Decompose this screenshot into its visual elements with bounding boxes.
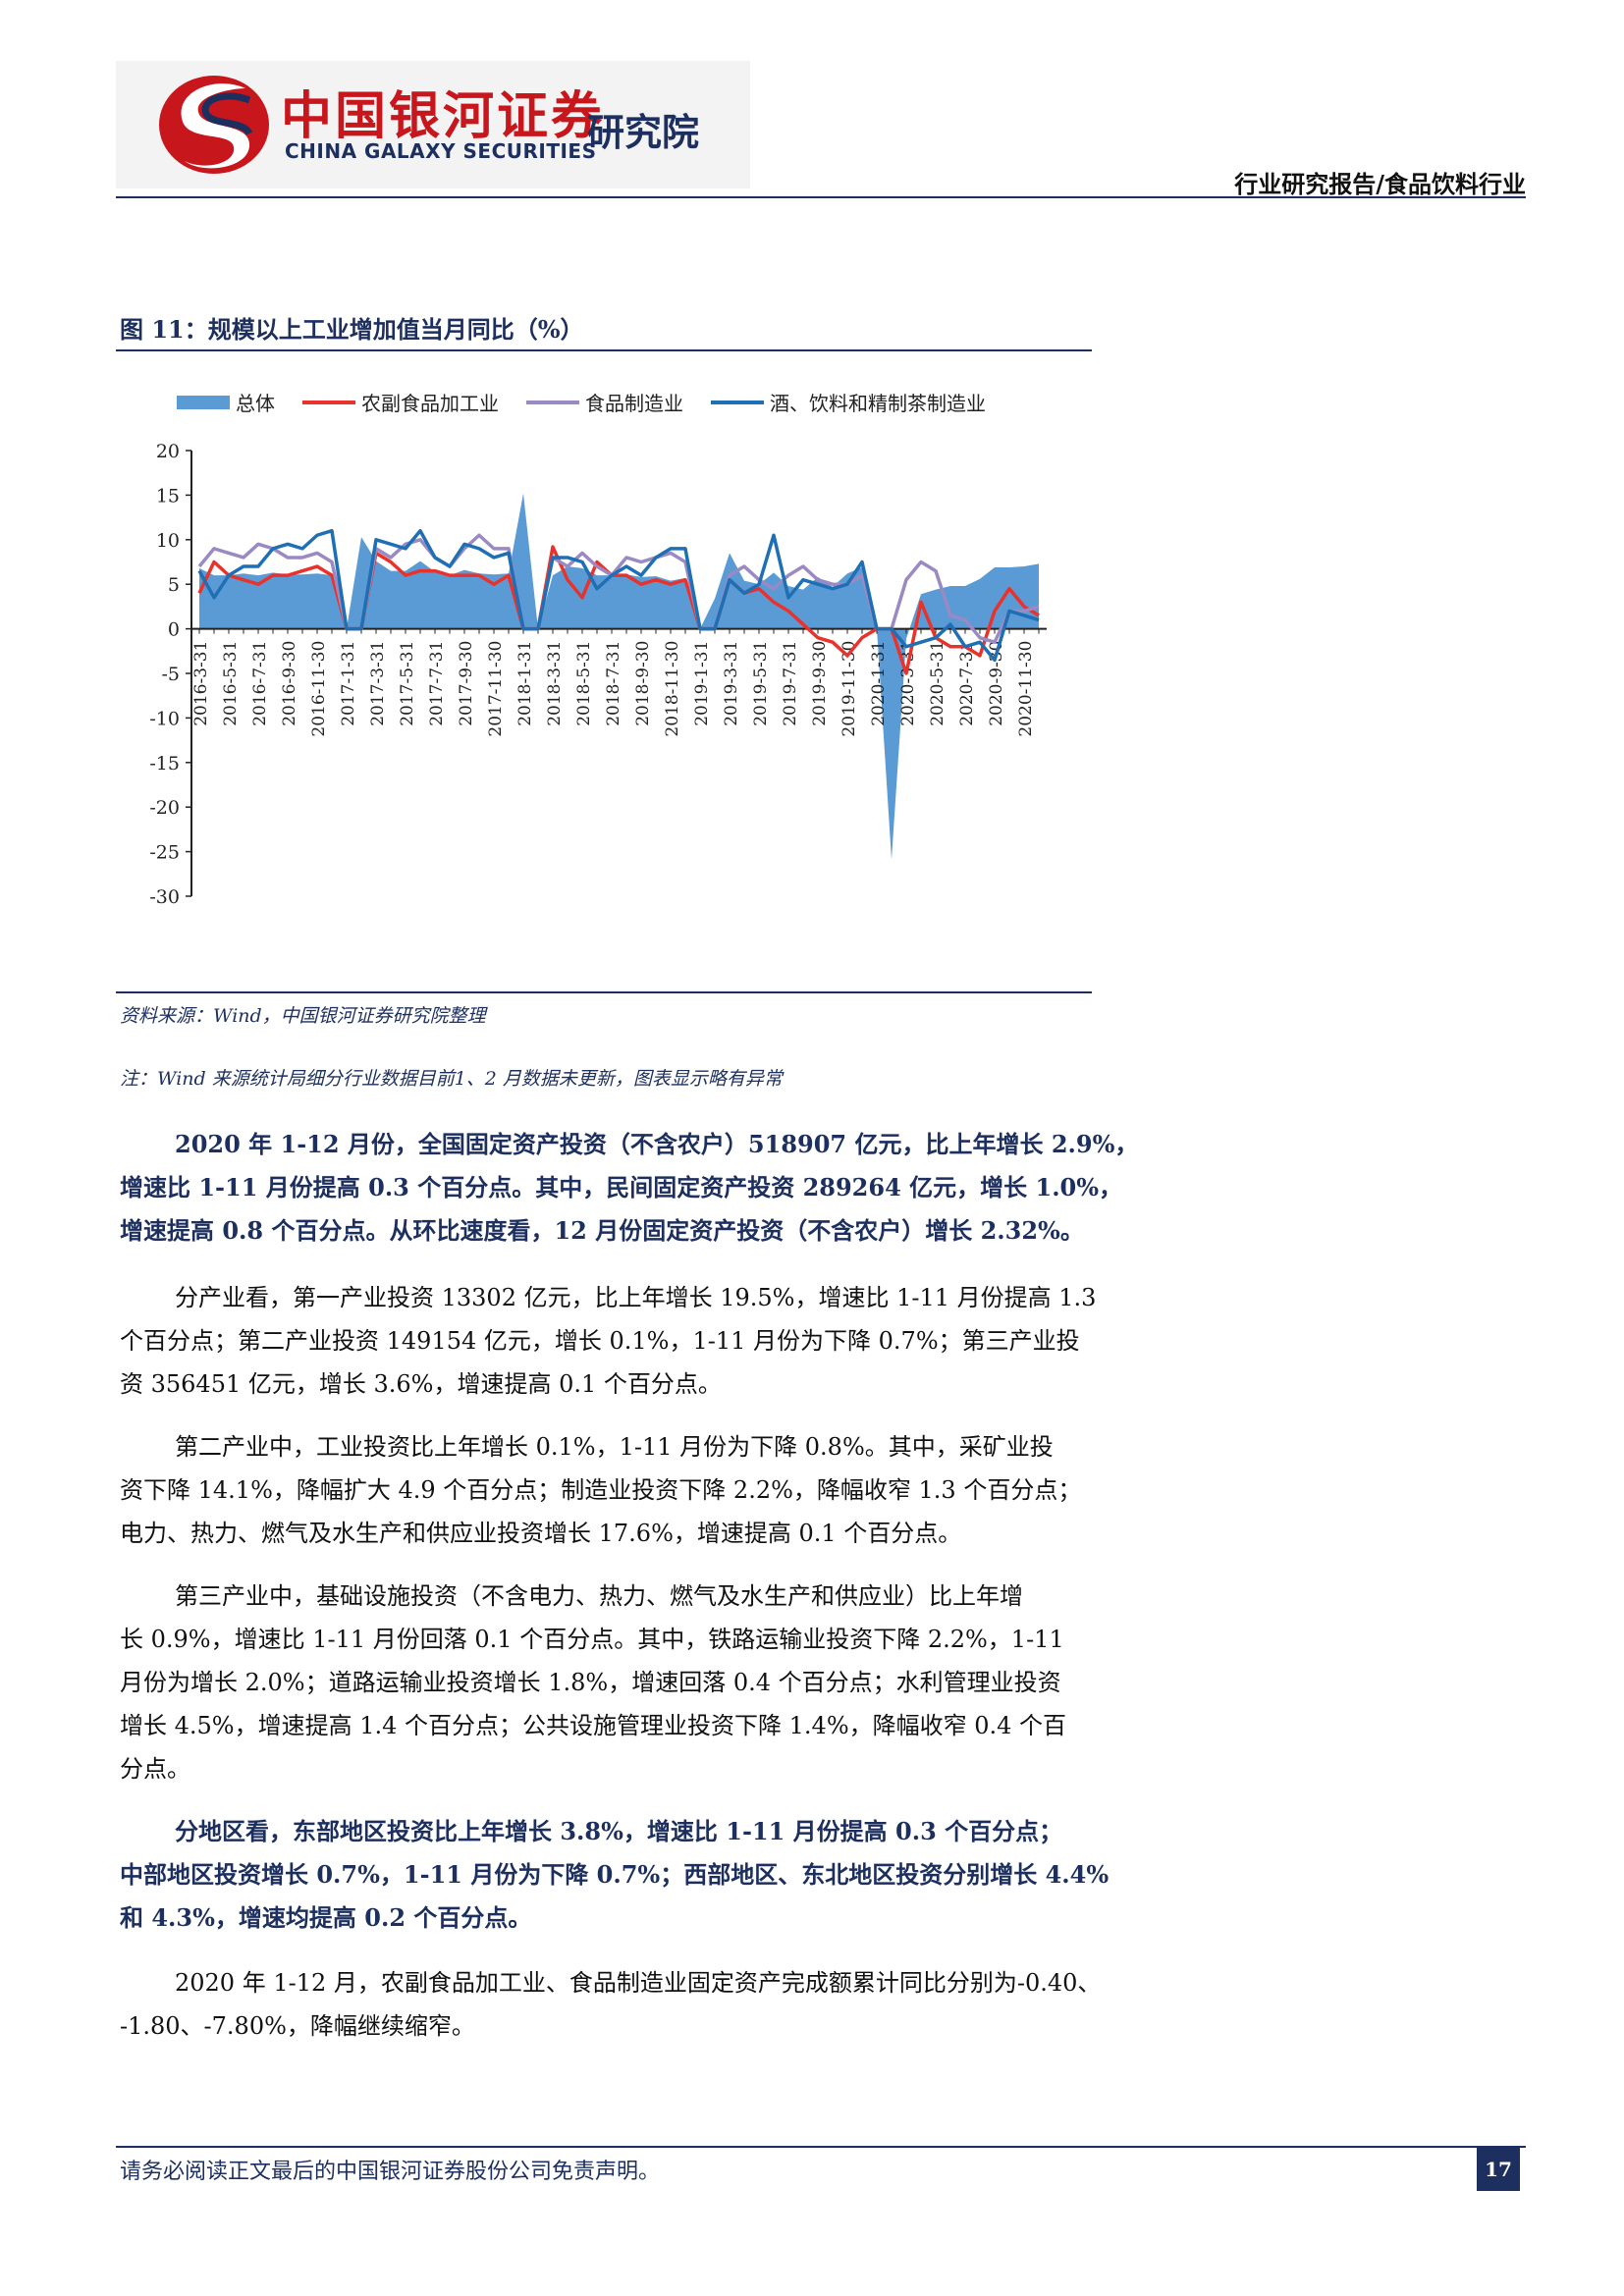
x-tick-label: 2019-3-31 — [722, 641, 741, 726]
paragraph-line: 第二产业中，工业投资比上年增长 0.1%，1-11 月份为下降 0.8%。其中，… — [175, 1433, 1054, 1461]
logo: 中国银河证券 CHINA GALAXY SECURITIES 研究院 — [116, 61, 750, 188]
paragraph-line: 增速比 1-11 月份提高 0.3 个百分点。其中，民间固定资产投资 28926… — [120, 1173, 1123, 1201]
legend-label: 总体 — [236, 392, 275, 415]
legend-item: 农副食品加工业 — [302, 392, 499, 415]
paragraph-by-region: 分地区看，东部地区投资比上年增长 3.8%，增速比 1-11 月份提高 0.3 … — [120, 1810, 1170, 1940]
chart-y-axis: 20 15 10 5 0 -5 -10 -15 -20 -25 -30 — [149, 441, 192, 908]
page-number: 17 — [1477, 2148, 1520, 2191]
paragraph-line: 分产业看，第一产业投资 13302 亿元，比上年增长 19.5%，增速比 1-1… — [175, 1284, 1097, 1311]
y-tick-label: 5 — [168, 574, 180, 596]
paragraph-line: 中部地区投资增长 0.7%，1-11 月份为下降 0.7%；西部地区、东北地区投… — [120, 1860, 1110, 1889]
series-line-3 — [197, 528, 1040, 663]
paragraph-line: 和 4.3%，增速均提高 0.2 个百分点。 — [120, 1903, 532, 1932]
x-tick-label: 2017-3-31 — [368, 641, 388, 726]
paragraph-line: 分点。 — [120, 1755, 190, 1783]
legend-label: 农副食品加工业 — [361, 392, 499, 415]
header-divider — [116, 196, 1526, 198]
paragraph-by-industry: 分产业看，第一产业投资 13302 亿元，比上年增长 19.5%，增速比 1-1… — [120, 1276, 1170, 1406]
paragraph-line: 第三产业中，基础设施投资（不含电力、热力、燃气及水生产和供应业）比上年增 — [175, 1582, 1023, 1610]
x-tick-label: 2018-11-30 — [663, 641, 682, 737]
x-tick-label: 2019-7-31 — [781, 641, 800, 726]
legend-label: 食品制造业 — [585, 392, 683, 415]
y-tick-label: 15 — [156, 485, 180, 507]
paragraph-tertiary-industry: 第三产业中，基础设施投资（不含电力、热力、燃气及水生产和供应业）比上年增长 0.… — [120, 1575, 1170, 1790]
chart-legend: 总体 农副食品加工业 食品制造业 酒、饮料和精制茶制造业 — [177, 392, 986, 415]
paragraph-line: -1.80、-7.80%，降幅继续缩窄。 — [120, 2012, 475, 2040]
x-tick-label: 2020-5-31 — [928, 641, 947, 726]
logo-institute: 研究院 — [587, 111, 700, 154]
paragraph-secondary-industry: 第二产业中，工业投资比上年增长 0.1%，1-11 月份为下降 0.8%。其中，… — [120, 1425, 1170, 1555]
x-tick-label: 2020-1-31 — [869, 641, 889, 726]
x-tick-label: 2018-5-31 — [574, 641, 594, 726]
x-tick-label: 2016-5-31 — [221, 641, 241, 726]
galaxy-logo-icon — [159, 76, 269, 174]
legend-item: 食品制造业 — [526, 392, 683, 415]
x-tick-label: 2017-1-31 — [339, 641, 358, 726]
x-tick-label: 2016-3-31 — [191, 641, 211, 726]
y-tick-label: 10 — [156, 530, 180, 552]
chart-x-axis: 2016-3-31 2016-5-31 2016-7-31 2016-9-30 2016… — [191, 627, 1047, 737]
figure-top-rule — [116, 349, 1092, 351]
x-tick-label: 2018-7-31 — [604, 641, 623, 726]
x-tick-label: 2018-9-30 — [633, 641, 653, 726]
paragraph-food-industry: 2020 年 1-12 月，农副食品加工业、食品制造业固定资产完成额累计同比分别… — [120, 1961, 1170, 2048]
paragraph-line: 分地区看，东部地区投资比上年增长 3.8%，增速比 1-11 月份提高 0.3 … — [175, 1817, 1063, 1845]
legend-item: 总体 — [177, 392, 275, 415]
paragraph-line: 增长 4.5%，增速提高 1.4 个百分点；公共设施管理业投资下降 1.4%，降… — [120, 1712, 1067, 1739]
x-tick-label: 2016-9-30 — [280, 641, 299, 726]
paragraph-line: 电力、热力、燃气及水生产和供应业投资增长 17.6%，增速提高 0.1 个百分点… — [120, 1520, 962, 1547]
series-line-2 — [197, 533, 1040, 644]
x-tick-label: 2020-11-30 — [1016, 641, 1036, 737]
paragraph-line: 增速提高 0.8 个百分点。从环比速度看，12 月份固定资产投资（不含农户）增长… — [120, 1216, 1084, 1245]
logo-chinese-name: 中国银河证券 — [281, 87, 606, 146]
paragraph-line: 月份为增长 2.0%；道路运输业投资增长 1.8%，增速回落 0.4 个百分点；… — [120, 1669, 1061, 1696]
y-tick-label: -20 — [149, 797, 180, 819]
x-tick-label: 2018-3-31 — [545, 641, 565, 726]
x-tick-label: 2019-9-30 — [810, 641, 830, 726]
legend-swatch — [177, 396, 230, 409]
figure-note: 注：Wind 来源统计局细分行业数据目前1、2 月数据未更新，图表显示略有异常 — [120, 1068, 783, 1090]
y-tick-label: 0 — [168, 619, 180, 641]
paragraph-line: 资 356451 亿元，增长 3.6%，增速提高 0.1 个百分点。 — [120, 1370, 722, 1398]
legend-item: 酒、饮料和精制茶制造业 — [711, 392, 986, 415]
paragraph-fixed-asset-investment: 2020 年 1-12 月份，全国固定资产投资（不含农户）518907 亿元，比… — [120, 1123, 1170, 1253]
x-tick-label: 2020-9-30 — [987, 641, 1006, 726]
x-tick-label: 2019-1-31 — [692, 641, 712, 726]
x-tick-label: 2017-5-31 — [398, 641, 417, 726]
paragraph-line: 资下降 14.1%，降幅扩大 4.9 个百分点；制造业投资下降 2.2%，降幅收… — [120, 1476, 1082, 1504]
y-tick-label: 20 — [156, 441, 180, 462]
paragraph-line: 2020 年 1-12 月，农副食品加工业、食品制造业固定资产完成额累计同比分别… — [175, 1969, 1102, 1997]
x-tick-label: 2017-11-30 — [486, 641, 506, 737]
y-tick-label: -15 — [149, 753, 180, 774]
report-type: 行业研究报告/食品饮料行业 — [1234, 170, 1526, 198]
x-tick-label: 2019-5-31 — [751, 641, 771, 726]
legend-label: 酒、饮料和精制茶制造业 — [770, 392, 986, 415]
figure-title: 图 11：规模以上工业增加值当月同比（%） — [120, 315, 584, 344]
y-tick-label: -25 — [149, 842, 180, 864]
x-tick-label: 2018-1-31 — [515, 641, 535, 726]
x-tick-label: 2016-7-31 — [250, 641, 270, 726]
industrial-value-added-chart: 总体 农副食品加工业 食品制造业 酒、饮料和精制茶制造业 20 15 10 5 0 -5 -10 -… — [149, 392, 1047, 908]
y-tick-label: -30 — [149, 886, 180, 908]
y-tick-label: -5 — [161, 664, 180, 685]
footer-disclaimer: 请务必阅读正文最后的中国银河证券股份公司免责声明。 — [120, 2160, 661, 2184]
x-tick-label: 2017-9-30 — [457, 641, 476, 726]
figure-source: 资料来源：Wind，中国银河证券研究院整理 — [120, 1005, 486, 1027]
paragraph-line: 个百分点；第二产业投资 149154 亿元，增长 0.1%，1-11 月份为下降… — [120, 1327, 1080, 1355]
logo-english-name: CHINA GALAXY SECURITIES — [285, 139, 597, 163]
paragraph-line: 长 0.9%，增速比 1-11 月份回落 0.1 个百分点。其中，铁路运输业投资… — [120, 1626, 1064, 1653]
x-tick-label: 2016-11-30 — [309, 641, 329, 737]
y-tick-label: -10 — [149, 708, 180, 729]
x-tick-label: 2019-11-30 — [839, 641, 859, 737]
chart-line-layer — [197, 528, 1040, 675]
x-tick-label: 2017-7-31 — [427, 641, 447, 726]
paragraph-line: 2020 年 1-12 月份，全国固定资产投资（不含农户）518907 亿元，比… — [175, 1130, 1139, 1158]
footer-divider — [116, 2146, 1526, 2148]
x-tick-label: 2020-7-31 — [957, 641, 977, 726]
figure-bottom-rule — [116, 991, 1092, 993]
